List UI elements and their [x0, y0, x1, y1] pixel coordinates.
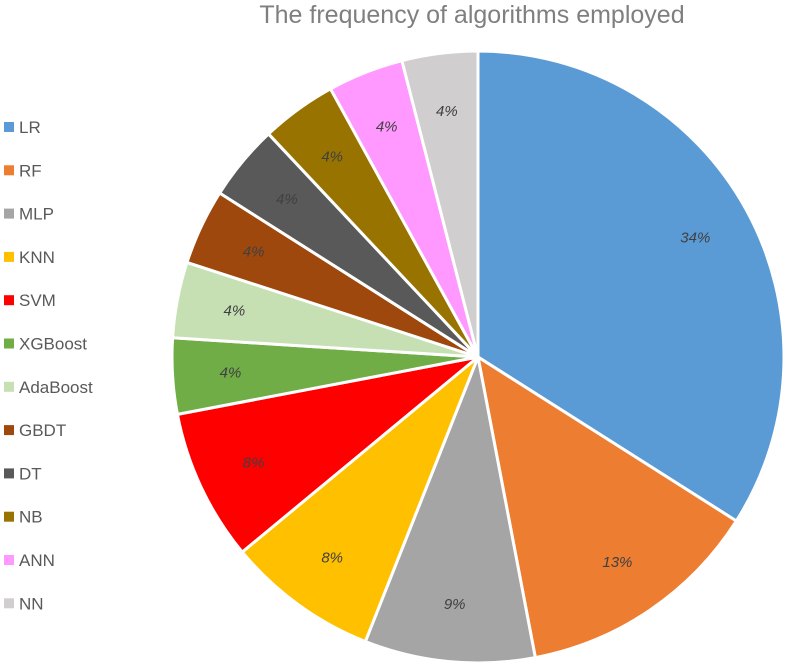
legend-item-rf: RF — [4, 161, 42, 180]
pie-slice-knn — [240, 355, 480, 644]
legend-item-nb: NB — [4, 508, 43, 527]
legend-label: MLP — [19, 205, 54, 224]
data-label-rf: 13% — [602, 554, 632, 571]
legend-swatch — [4, 251, 14, 262]
legend-label: KNN — [19, 248, 55, 267]
pie-slices — [170, 49, 786, 665]
legend-label: LR — [19, 118, 41, 137]
data-label-nn: 4% — [436, 103, 458, 120]
legend-label: GBDT — [19, 421, 66, 440]
legend-item-ann: ANN — [4, 551, 55, 570]
legend-item-svm: SVM — [4, 291, 56, 310]
legend-label: DT — [19, 464, 42, 483]
legend-label: SVM — [19, 291, 56, 310]
chart-title: The frequency of algorithms employed — [259, 1, 684, 29]
legend-item-dt: DT — [4, 464, 42, 483]
legend-label: RF — [19, 161, 42, 180]
data-label-adaboost: 4% — [224, 303, 246, 320]
pie-slice-svm — [175, 355, 480, 554]
legend-item-adaboost: AdaBoost — [4, 378, 93, 397]
data-label-xgboost: 4% — [220, 365, 242, 382]
legend-item-nn: NN — [4, 594, 44, 613]
data-label-ann: 4% — [376, 118, 398, 135]
pie-slice-mlp — [363, 355, 537, 665]
legend: LR RF MLP KNN SVM XGBoost AdaBoost GBDT DT NB ANN N… — [4, 118, 93, 613]
legend-item-xgboost: XGBoost — [4, 335, 87, 354]
legend-swatch — [4, 511, 14, 522]
legend-label: NB — [19, 508, 43, 527]
legend-swatch — [4, 338, 14, 349]
data-label-svm: 8% — [243, 455, 265, 472]
legend-item-knn: KNN — [4, 248, 55, 267]
legend-label: AdaBoost — [19, 378, 93, 397]
legend-item-gbdt: GBDT — [4, 421, 66, 440]
legend-label: XGBoost — [19, 335, 87, 354]
legend-swatch — [4, 425, 14, 436]
pie-data-labels: 34% 13% 9% 8% 8% 4% 4% 4% 4% 4% 4% 4% — [220, 103, 711, 613]
legend-swatch — [4, 381, 14, 392]
legend-swatch — [4, 468, 14, 479]
data-label-dt: 4% — [276, 191, 298, 208]
legend-swatch — [4, 598, 14, 609]
data-label-knn: 8% — [321, 550, 343, 567]
legend-swatch — [4, 122, 14, 132]
legend-swatch — [4, 165, 14, 176]
legend-swatch — [4, 208, 14, 219]
data-label-nb: 4% — [321, 148, 343, 165]
pie-slice-rf — [476, 355, 738, 660]
legend-label: NN — [19, 594, 44, 613]
legend-label: ANN — [19, 551, 55, 570]
pie-slice-lr — [476, 49, 786, 523]
legend-swatch — [4, 295, 14, 306]
data-label-mlp: 9% — [444, 596, 466, 613]
data-label-lr: 34% — [680, 230, 710, 247]
legend-swatch — [4, 555, 14, 565]
legend-item-mlp: MLP — [4, 205, 54, 224]
pie-slice-nn — [400, 49, 480, 359]
data-label-gbdt: 4% — [243, 243, 265, 260]
legend-item-lr: LR — [4, 118, 41, 137]
